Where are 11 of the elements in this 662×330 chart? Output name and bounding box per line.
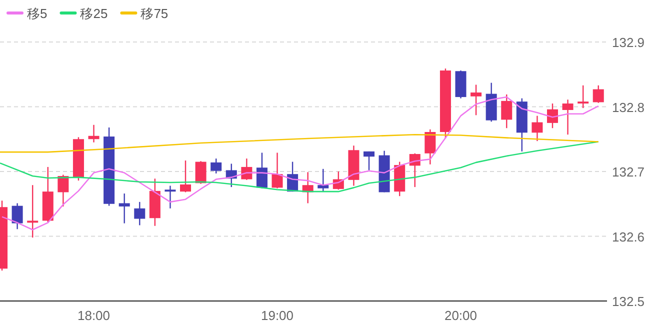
xtick: 19:00: [260, 308, 294, 323]
xtick: 20:00: [444, 308, 478, 323]
ytick: 132.6: [612, 229, 645, 244]
xtick: 18:00: [78, 308, 110, 323]
ytick: 132.5: [612, 294, 645, 309]
legend-label: 移5: [27, 6, 48, 21]
ytick: 132.9: [612, 35, 645, 50]
ytick: 132.7: [612, 164, 645, 180]
legend-label: 移25: [80, 6, 108, 21]
legend-label: 移75: [140, 6, 168, 21]
ytick: 132.8: [612, 100, 645, 115]
